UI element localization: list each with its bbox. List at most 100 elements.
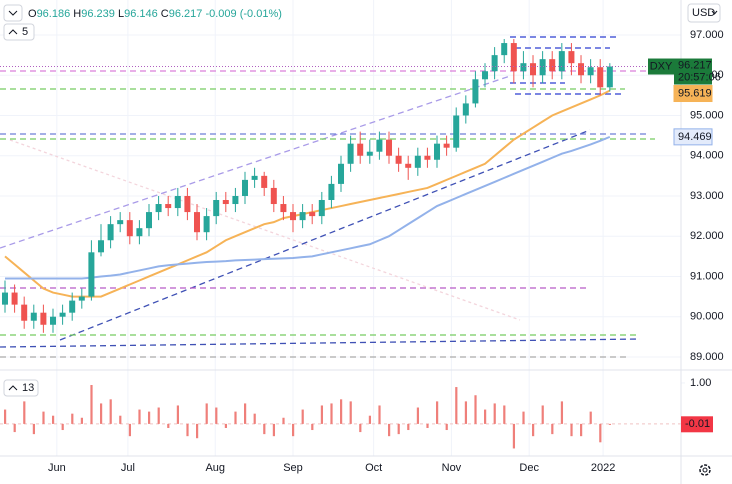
candle-body <box>568 51 575 64</box>
indicator-bar <box>13 423 16 433</box>
candle-body <box>299 212 306 221</box>
ma-label: 94.469 <box>678 131 712 143</box>
indicator-bar <box>167 423 170 428</box>
gear-icon <box>702 467 708 473</box>
indicator-bar <box>157 407 160 424</box>
candle-body <box>251 175 258 180</box>
candle-body <box>424 155 431 160</box>
y-tick-label: 94.000 <box>690 150 724 162</box>
ohlc-value: 96.146 <box>124 8 158 20</box>
candle-body <box>405 163 412 168</box>
indicator-toggle[interactable] <box>3 379 39 397</box>
indicator-bar <box>580 423 583 437</box>
collapse-button[interactable] <box>3 4 23 22</box>
candle-body <box>155 204 162 213</box>
ohlc-header: O96.186 H96.239 L96.146 C96.217 -0.009 (… <box>28 8 282 20</box>
indicator-bar <box>464 401 468 424</box>
ohlc-change: -0.009 <box>205 8 236 20</box>
chevron-icon <box>8 385 18 391</box>
candle-body <box>558 51 565 72</box>
x-tick-label: Jul <box>121 462 135 474</box>
indicator-bar <box>416 407 420 424</box>
candle-body <box>136 228 143 237</box>
indicator-bar <box>186 423 189 437</box>
candle-body <box>434 143 441 160</box>
indicator-bar <box>532 423 535 437</box>
candle-body <box>165 204 172 209</box>
y-tick-label: 1.00 <box>690 377 711 389</box>
candle-body <box>1 292 8 305</box>
indicator-bar <box>522 411 525 424</box>
indicator-bar <box>234 411 237 424</box>
indicator-bar <box>90 385 93 424</box>
indicator-bar <box>426 423 429 428</box>
indicator-bar <box>388 423 391 437</box>
indicator-bar <box>608 423 612 425</box>
candle-body <box>491 55 498 72</box>
indicator-bar <box>196 423 199 439</box>
indicator-bar <box>436 401 439 424</box>
ma-tag <box>673 128 713 146</box>
candle-body <box>578 63 585 76</box>
indicator-bar <box>474 395 477 424</box>
candle-body <box>69 300 76 313</box>
indicator-bar <box>407 423 410 431</box>
candle-body <box>213 200 220 217</box>
candle-body <box>587 67 594 76</box>
candle-body <box>290 212 297 221</box>
indicator-bar <box>253 413 256 424</box>
x-tick-label: 2022 <box>591 462 615 474</box>
currency: USD <box>692 7 715 19</box>
indicator-bar <box>244 403 247 424</box>
candle-body <box>539 59 546 76</box>
symbol-label: DXY <box>650 60 673 72</box>
indicator-bar <box>551 423 554 435</box>
ma-tag <box>673 85 713 103</box>
indicator-bar <box>282 417 285 424</box>
candle-body <box>59 312 66 317</box>
ohlc-label: H <box>73 8 81 20</box>
candle-body <box>88 252 95 297</box>
settings-button[interactable] <box>699 464 711 476</box>
indicator-bar <box>224 423 228 428</box>
indicator-bar <box>23 401 26 424</box>
candle-body <box>328 183 335 201</box>
legend-toggle[interactable] <box>3 23 35 41</box>
indicator-bar <box>359 423 362 433</box>
indicator-bar <box>147 411 151 424</box>
indicator-bar <box>589 411 592 424</box>
x-tick-label: Aug <box>205 462 225 474</box>
indicator-bar <box>368 415 372 424</box>
candle-body <box>97 240 104 253</box>
price-label: 96.217 <box>678 59 712 71</box>
indicator-bar <box>301 409 304 424</box>
indicator-bar <box>51 415 55 424</box>
candle-body <box>597 67 604 88</box>
price-tag <box>674 58 712 85</box>
indicator-bar <box>455 387 458 424</box>
indicator-bar <box>61 423 64 431</box>
candle-body <box>472 79 479 104</box>
chevron-icon <box>8 10 18 16</box>
lower-trendline <box>59 129 591 341</box>
candle-body <box>386 139 393 156</box>
candle-body <box>270 187 277 205</box>
gear-icon <box>699 464 711 476</box>
symbol-tag <box>648 58 674 75</box>
indicator-bar <box>512 423 516 449</box>
indicator-bar <box>109 399 112 424</box>
indicator-bar <box>570 423 573 437</box>
candle-body <box>462 103 469 116</box>
indicator-bar <box>330 403 333 424</box>
currency-button[interactable] <box>687 3 721 23</box>
candle-body <box>395 155 402 164</box>
candle-body <box>338 163 345 184</box>
candle-body <box>117 220 124 225</box>
candle-body <box>520 63 527 72</box>
candle-body <box>40 312 47 325</box>
indicator-bar <box>503 405 506 424</box>
y-tick-label: 95.000 <box>690 109 724 121</box>
candle-body <box>376 139 383 152</box>
ohlc-value: 96.239 <box>81 8 115 20</box>
ohlc-label: O <box>28 8 37 20</box>
